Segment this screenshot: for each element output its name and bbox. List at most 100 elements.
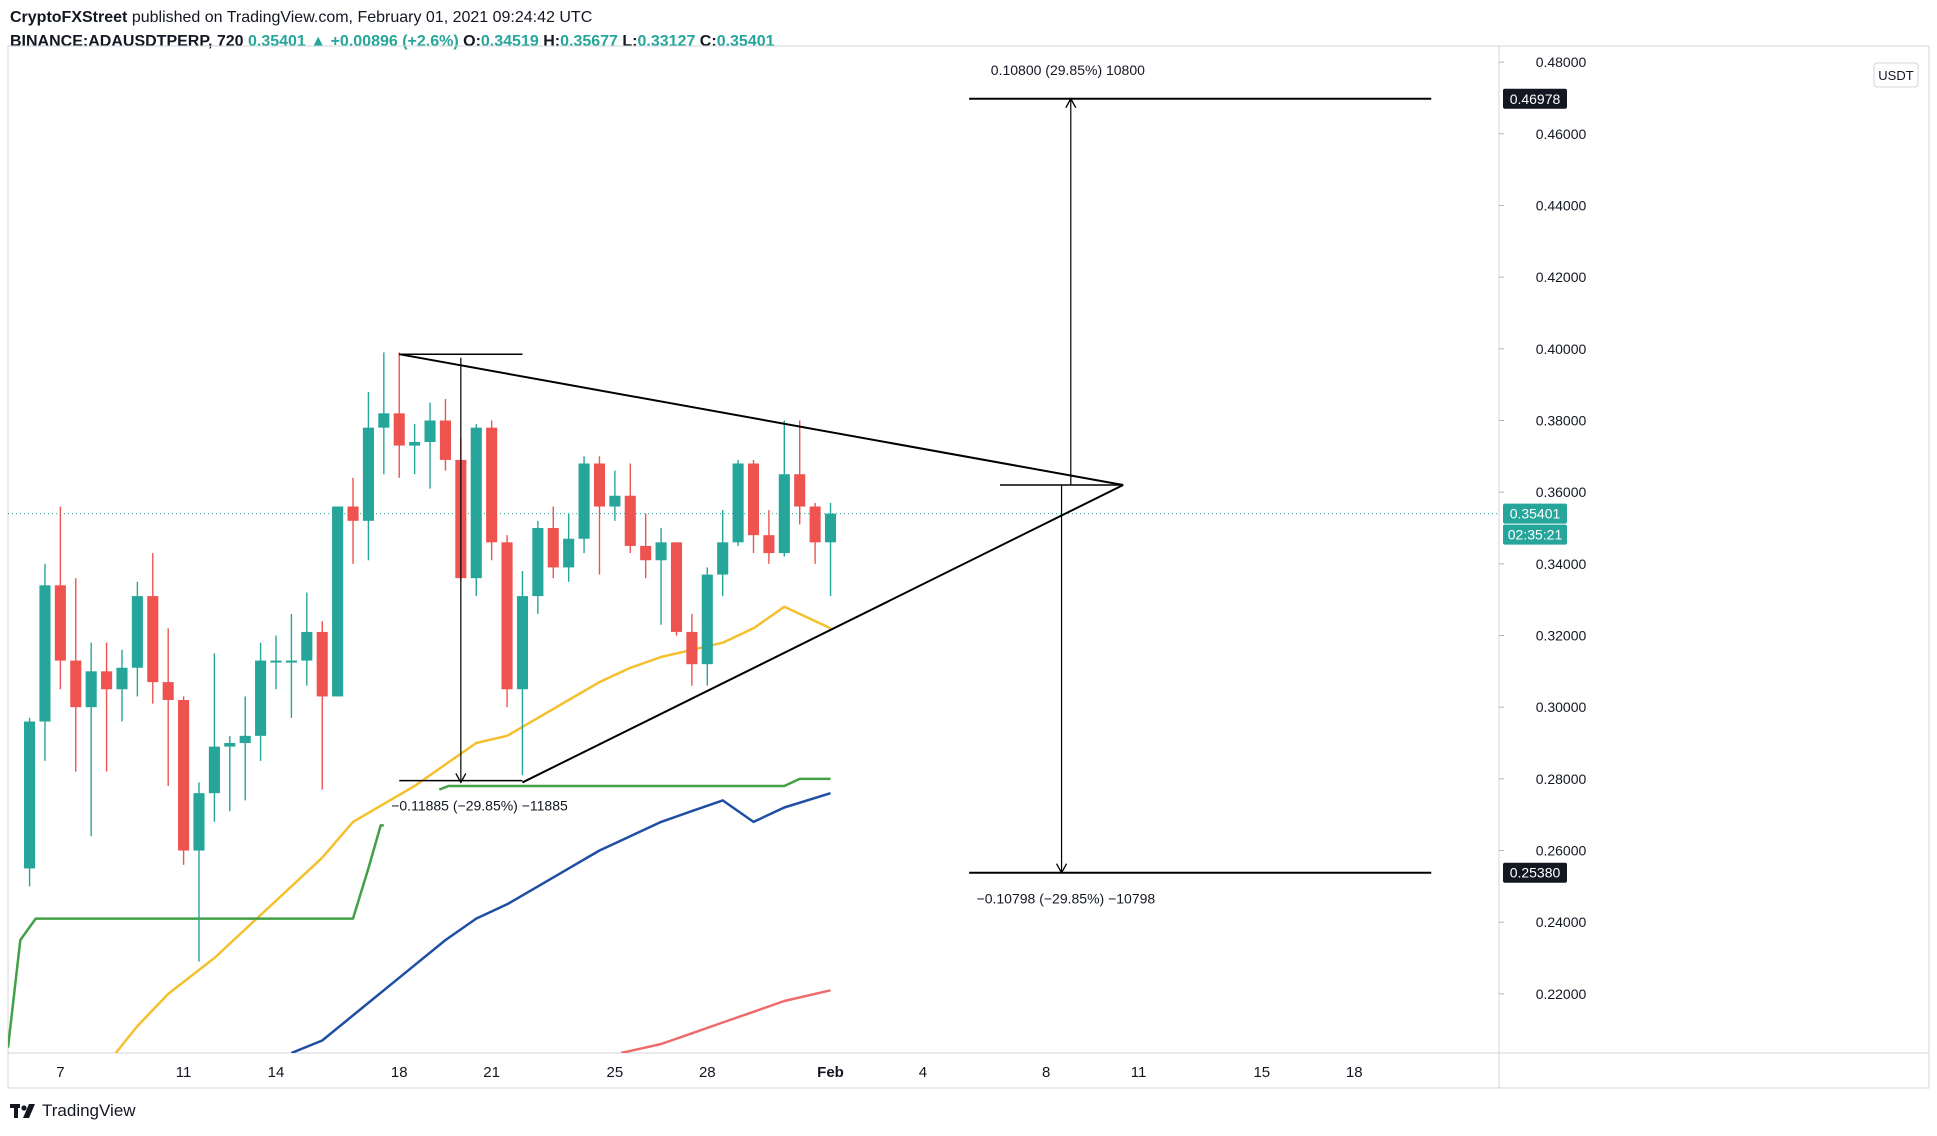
currency-box: [1873, 62, 1919, 88]
y-tick-label: 0.22000: [1536, 986, 1587, 1002]
countdown-label: 02:35:21: [1508, 527, 1563, 543]
x-tick-label: 15: [1253, 1064, 1270, 1081]
y-tick-label: 0.26000: [1536, 843, 1587, 859]
price-badge-label: 0.35401: [1510, 506, 1561, 522]
green-line-2-line: [438, 777, 831, 791]
y-tick-label: 0.30000: [1536, 699, 1587, 715]
candle-body: [640, 545, 652, 561]
y-tick-label: 0.42000: [1536, 269, 1587, 285]
x-tick-label: 8: [1042, 1064, 1050, 1081]
candle-body: [54, 585, 66, 661]
candle-body: [624, 495, 636, 546]
candle-body: [501, 542, 513, 690]
x-tick-label: 4: [919, 1064, 927, 1081]
candle-body: [393, 413, 405, 446]
candle-body: [285, 660, 297, 663]
candle-body: [578, 463, 590, 539]
candle-body: [24, 721, 36, 869]
author-name[interactable]: CryptoFXStreet: [10, 9, 128, 26]
candle-body: [116, 667, 128, 690]
x-tick-label: 21: [483, 1064, 500, 1081]
target-down-label: −0.10798 (−29.85%) −10798: [977, 891, 1156, 907]
price-badge: [1503, 503, 1567, 524]
candle-body: [70, 660, 82, 708]
candle-body: [208, 746, 220, 794]
x-tick-label: 25: [607, 1064, 624, 1081]
candle-body: [131, 596, 143, 668]
target-down-arrow-head: [1055, 863, 1068, 875]
candle-body: [824, 513, 837, 543]
x-tick-label: 14: [268, 1064, 285, 1081]
brand-name: TradingView: [42, 1101, 136, 1120]
y-tick-label: 0.36000: [1536, 484, 1587, 500]
candle-body: [563, 538, 575, 568]
candle-body: [224, 743, 236, 747]
y-tick-label: 0.24000: [1536, 914, 1587, 930]
tradingview-footer[interactable]: TradingView: [10, 1101, 136, 1121]
y-tick-label: 0.38000: [1536, 412, 1587, 428]
red-ma-line: [620, 989, 831, 1053]
x-tick-label: 11: [176, 1064, 192, 1081]
y-tick-label: 0.46000: [1536, 126, 1587, 142]
candle-body: [732, 463, 744, 543]
chart-frame: [7, 45, 1930, 1089]
candle-body: [439, 420, 451, 460]
candle-body: [532, 527, 544, 597]
blue-ma-line: [290, 792, 831, 1053]
triangle-upper-trendline: [399, 353, 1124, 486]
x-tick-label: Feb: [817, 1064, 844, 1081]
candle-body: [486, 427, 498, 543]
x-tick-label: 18: [1346, 1064, 1363, 1081]
price-badge-label: 0.46978: [1510, 91, 1561, 107]
candle-body: [686, 631, 698, 665]
candle-body: [701, 574, 713, 665]
x-tick-label: 28: [699, 1064, 716, 1081]
candle-body: [270, 660, 282, 663]
candle-body: [794, 474, 806, 507]
candle-body: [39, 585, 51, 722]
candle-body: [763, 535, 775, 554]
candle-body: [655, 542, 667, 561]
countdown-badge: [1503, 524, 1567, 545]
y-tick-label: 0.34000: [1536, 556, 1587, 572]
triangle-lower-trendline: [522, 484, 1124, 784]
candle-body: [717, 542, 729, 575]
plot-area: [8, 97, 1499, 1053]
candle-body: [362, 427, 374, 521]
publish-info: published on TradingView.com, February 0…: [131, 9, 593, 26]
candle-body: [609, 495, 621, 507]
x-tick-label: 18: [391, 1064, 408, 1081]
candle-body: [316, 631, 328, 697]
price-badge: [1503, 862, 1567, 883]
candle-body: [516, 596, 529, 690]
candle-body: [470, 427, 482, 579]
tradingview-logo-icon: [10, 1104, 35, 1118]
candle-body: [255, 660, 267, 736]
target-up-label: 0.10800 (29.85%) 10800: [991, 62, 1145, 78]
price-badge-label: 0.25380: [1510, 865, 1561, 881]
y-tick-label: 0.28000: [1536, 771, 1587, 787]
yellow-ma-line: [114, 605, 832, 1053]
candle-body: [378, 413, 390, 428]
candle-body: [147, 596, 159, 683]
candle-body: [547, 527, 559, 568]
candle-body: [670, 542, 683, 632]
x-tick-label: 11: [1131, 1064, 1147, 1081]
candle-body: [747, 463, 760, 536]
candle-body: [332, 506, 344, 697]
candle-body: [101, 671, 113, 690]
y-tick-label: 0.32000: [1536, 628, 1587, 644]
candle-body: [409, 441, 421, 446]
measure-left-label: −0.11885 (−29.85%) −11885: [391, 798, 568, 814]
y-tick-label: 0.44000: [1536, 197, 1587, 213]
candle-body: [809, 506, 821, 543]
measure-arrow-head: [455, 773, 467, 784]
candle-body: [778, 474, 790, 554]
candle-body: [593, 463, 606, 507]
candle-body: [193, 793, 205, 851]
price-badge: [1503, 88, 1567, 109]
target-up-arrow-head: [1065, 97, 1077, 109]
y-tick-label: 0.40000: [1536, 341, 1587, 357]
x-tick-label: 7: [56, 1064, 64, 1081]
